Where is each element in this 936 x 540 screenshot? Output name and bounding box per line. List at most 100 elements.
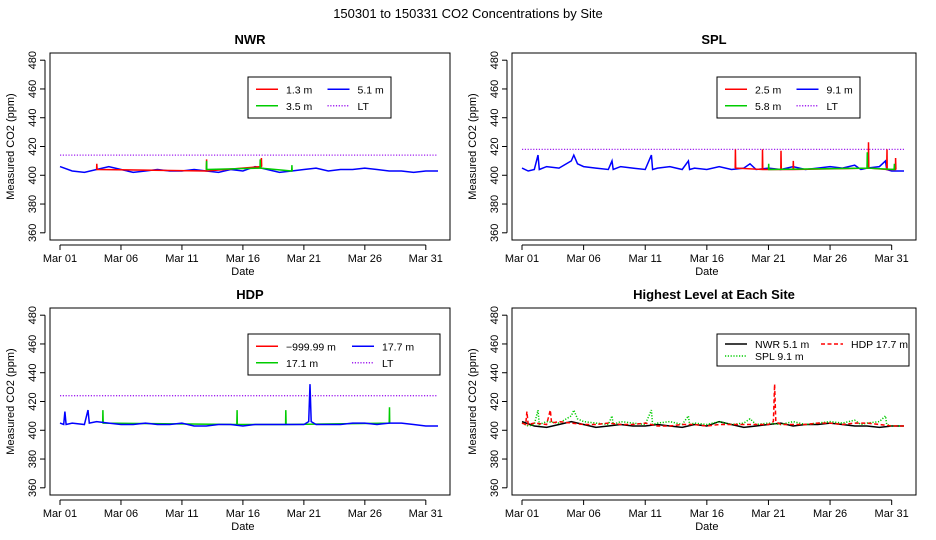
x-tick-label: Mar 16: [226, 508, 260, 520]
chart-panel-highest-level-at-each-site: Highest Level at Each Site Mar 01 Mar 06 Ma…: [467, 287, 917, 533]
x-axis-label: Date: [231, 266, 254, 278]
x-tick-label: Mar 11: [629, 253, 662, 265]
legend-label: −999.99 m: [286, 341, 336, 353]
y-tick-label: 460: [27, 335, 39, 353]
panel-title: SPL: [701, 32, 726, 47]
legend-label: 9.1 m: [827, 84, 854, 96]
legend-label: 3.5 m: [286, 101, 313, 113]
y-tick-label: 380: [27, 195, 39, 213]
panel-title: Highest Level at Each Site: [633, 287, 795, 302]
x-tick-label: Mar 06: [566, 253, 600, 265]
legend-label: NWR 5.1 m: [755, 339, 810, 351]
chart-panel-spl: SPL Mar 01 Mar 06 Mar 11 Mar 16 Mar 21 Mar 26 M…: [467, 32, 917, 278]
x-tick-label: Mar 01: [505, 253, 539, 265]
x-tick-label: Mar 31: [409, 253, 443, 265]
series-line-5-8-m: [767, 152, 896, 171]
y-tick-label: 380: [27, 450, 39, 468]
legend-label: LT: [358, 101, 370, 113]
y-axis-label: Measured CO2 (ppm): [5, 348, 17, 454]
x-tick-label: Mar 01: [43, 253, 77, 265]
y-tick-label: 380: [489, 195, 501, 213]
legend-box: [247, 333, 441, 376]
legend-label: 17.1 m: [286, 358, 318, 370]
legend: 1.3 m 3.5 m 5.1 m LT: [247, 76, 392, 119]
plot-frame: [49, 307, 451, 496]
y-tick-label: 400: [489, 421, 501, 439]
series-line-9-1-m: [521, 153, 904, 172]
y-tick-label: 360: [27, 224, 39, 242]
chart-panel-hdp: HDP Mar 01 Mar 06 Mar 11 Mar 16 Mar 21 Mar 26 M…: [5, 287, 451, 533]
chart-panel-nwr: NWR Mar 01 Mar 06 Mar 11 Mar 16 Mar 21 Mar 26 M…: [5, 32, 451, 278]
y-tick-label: 420: [27, 137, 39, 155]
y-tick-label: 400: [27, 166, 39, 184]
x-tick-label: Mar 26: [813, 253, 847, 265]
x-tick-label: Mar 01: [43, 508, 77, 520]
x-tick-label: Mar 21: [751, 253, 785, 265]
x-tick-label: Mar 21: [287, 508, 321, 520]
legend-box: [716, 76, 861, 119]
y-tick-label: 460: [489, 335, 501, 353]
panel-title: HDP: [236, 287, 264, 302]
legend-label: HDP 17.7 m: [851, 339, 908, 351]
y-tick-label: 360: [489, 224, 501, 242]
figure-title: 150301 to 150331 CO2 Concentrations by S…: [333, 6, 603, 21]
x-tick-label: Mar 16: [690, 508, 724, 520]
y-tick-label: 460: [27, 80, 39, 98]
x-tick-label: Mar 11: [629, 508, 662, 520]
x-tick-label: Mar 16: [226, 253, 260, 265]
legend-label: 5.1 m: [358, 84, 385, 96]
y-tick-label: 460: [489, 80, 501, 98]
plot-frame: [511, 52, 917, 241]
y-axis-label: Measured CO2 (ppm): [467, 93, 479, 199]
y-tick-label: 480: [489, 306, 501, 324]
legend-box: [716, 333, 910, 367]
legend: 2.5 m 5.8 m 9.1 m LT: [716, 76, 861, 119]
legend-label: 17.7 m: [382, 341, 414, 353]
plot-frame: [511, 307, 917, 496]
series-line-2-5-m: [734, 142, 897, 171]
series-line-3-5-m: [205, 159, 293, 172]
x-tick-label: Mar 31: [875, 253, 909, 265]
y-tick-label: 440: [27, 364, 39, 382]
y-axis-label: Measured CO2 (ppm): [5, 93, 17, 199]
x-tick-label: Mar 06: [566, 508, 600, 520]
y-tick-label: 420: [27, 392, 39, 410]
y-tick-label: 480: [27, 51, 39, 69]
legend-label: SPL 9.1 m: [755, 351, 804, 363]
x-tick-label: Mar 16: [690, 253, 724, 265]
y-tick-label: 440: [489, 364, 501, 382]
y-tick-label: 380: [489, 450, 501, 468]
y-tick-label: 440: [489, 109, 501, 127]
y-tick-label: 360: [27, 479, 39, 497]
x-axis-label: Date: [695, 266, 718, 278]
x-tick-label: Mar 31: [875, 508, 909, 520]
y-tick-label: 480: [489, 51, 501, 69]
legend-label: LT: [827, 101, 839, 113]
plot-frame: [49, 52, 451, 241]
series-line-17-1-m: [101, 407, 391, 426]
x-axis-label: Date: [695, 521, 718, 533]
y-tick-label: 400: [489, 166, 501, 184]
x-axis-label: Date: [231, 521, 254, 533]
legend-label: LT: [382, 358, 394, 370]
y-tick-label: 420: [489, 392, 501, 410]
y-tick-label: 400: [27, 421, 39, 439]
panel-title: NWR: [234, 32, 266, 47]
x-tick-label: Mar 31: [409, 508, 443, 520]
series-line-1-3-m: [95, 157, 263, 172]
series-line-hdp-17-7-m: [521, 384, 904, 427]
x-tick-label: Mar 26: [348, 508, 382, 520]
y-tick-label: 360: [489, 479, 501, 497]
series-line-spl-9-1-m: [521, 408, 904, 427]
x-tick-label: Mar 21: [287, 253, 321, 265]
legend-label: 5.8 m: [755, 101, 782, 113]
x-tick-label: Mar 01: [505, 508, 539, 520]
x-tick-label: Mar 11: [165, 253, 198, 265]
y-tick-label: 440: [27, 109, 39, 127]
legend-label: 1.3 m: [286, 84, 313, 96]
x-tick-label: Mar 21: [751, 508, 785, 520]
series-line-17-7-m: [59, 384, 438, 427]
x-tick-label: Mar 06: [104, 508, 138, 520]
